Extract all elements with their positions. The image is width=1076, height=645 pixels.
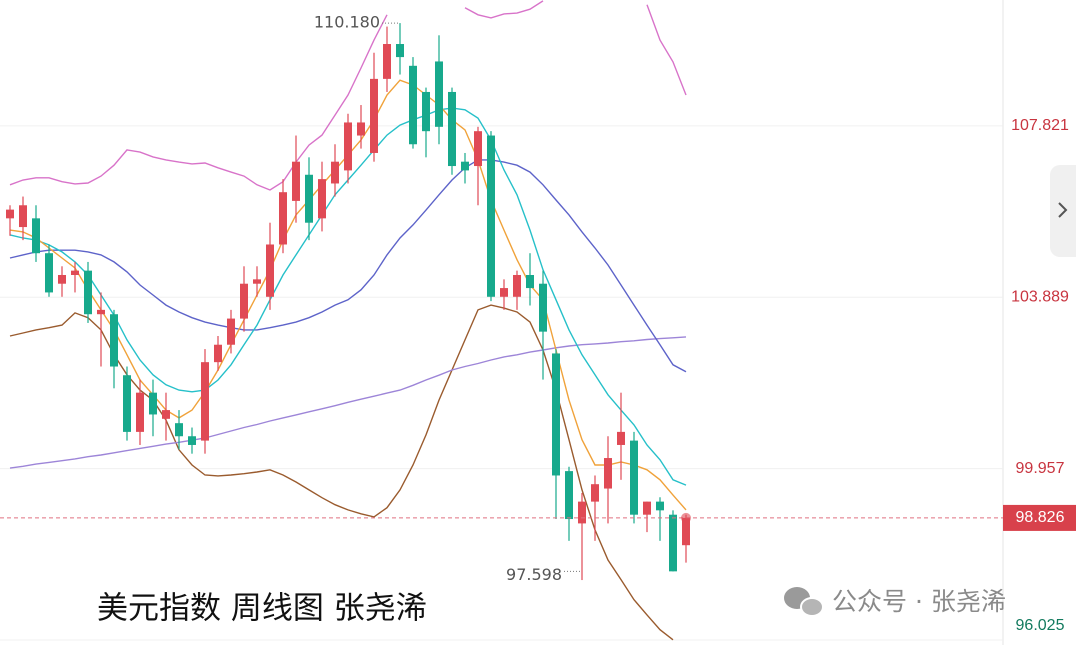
candle-body (448, 91, 456, 167)
candle-body (97, 309, 105, 315)
labels: 107.821 103.889 99.957 96.025 110.180 97.598 9… (0, 13, 1076, 634)
candle-body (461, 161, 469, 171)
candle-body (643, 501, 651, 515)
candle-body (630, 440, 638, 515)
candle-body (136, 392, 144, 432)
y-tick-label: 99.957 (1016, 460, 1065, 477)
candle-body (617, 431, 625, 445)
candle-body (409, 65, 417, 145)
candle-body (149, 392, 157, 415)
chevron-icon[interactable] (1058, 202, 1068, 218)
wechat-icon (784, 587, 824, 617)
indicator-line (9, 159, 687, 373)
side-button[interactable] (1050, 165, 1076, 257)
candle-body (565, 471, 573, 520)
y-tick-label: 96.025 (1016, 617, 1065, 634)
y-tick-label: 103.889 (1011, 288, 1069, 305)
indicator-line (9, 0, 687, 191)
chart-title: 美元指数 周线图 张尧浠 (97, 591, 427, 627)
candle-body (45, 253, 53, 293)
candle-body (682, 517, 690, 546)
candle-body (201, 362, 209, 441)
candle-body (344, 122, 352, 171)
candle-body (396, 44, 404, 58)
candle-body (292, 161, 300, 201)
candle-body (370, 78, 378, 153)
candle-body (526, 274, 534, 289)
candle-body (604, 458, 612, 489)
candle-body (84, 270, 92, 315)
high-label: 110.180 (314, 13, 380, 32)
candle-body (162, 410, 170, 419)
candle-body (19, 205, 27, 228)
last-price-dot (681, 512, 691, 523)
candle-body (266, 244, 274, 297)
y-tick-label: 107.821 (1011, 117, 1069, 134)
candle-body (422, 91, 430, 132)
candle-body (71, 270, 79, 275)
candle-body (474, 131, 482, 167)
candle-body (188, 436, 196, 445)
candle-body (487, 135, 495, 297)
candle-body (227, 318, 235, 345)
icon-bubble (800, 597, 824, 617)
candle-body (357, 122, 365, 136)
candle-body (6, 209, 14, 219)
candle-body (331, 161, 339, 184)
candle-body (669, 514, 677, 572)
candle-body (591, 484, 599, 502)
candle-body (513, 274, 521, 297)
low-label: 97.598 (506, 565, 562, 584)
candle-body (435, 61, 443, 127)
last-price-tag (1003, 504, 1076, 531)
candle-body (656, 501, 664, 511)
candle-body (305, 174, 313, 223)
candle-body (253, 279, 261, 284)
candle-body (110, 314, 118, 367)
candle-body (240, 283, 248, 319)
candle-body (539, 283, 547, 332)
candle-body (318, 179, 326, 219)
candle-body (500, 288, 508, 297)
candle-body (279, 192, 287, 245)
candle-body (32, 218, 40, 254)
indicator-line (9, 336, 687, 469)
watermark: 公众号 · 张尧浠 (832, 587, 1006, 616)
candle-body (58, 274, 66, 284)
candle-body (214, 344, 222, 363)
side-button-bg[interactable] (1050, 165, 1076, 257)
candle-body (123, 375, 131, 432)
indicator-line (9, 304, 674, 641)
last-price-label: 98.826 (1016, 509, 1065, 526)
candles (6, 23, 690, 581)
candle-body (552, 353, 560, 476)
grid (0, 125, 1003, 641)
candle-body (383, 44, 391, 79)
candle-body (175, 423, 183, 437)
candle-body (578, 501, 586, 524)
